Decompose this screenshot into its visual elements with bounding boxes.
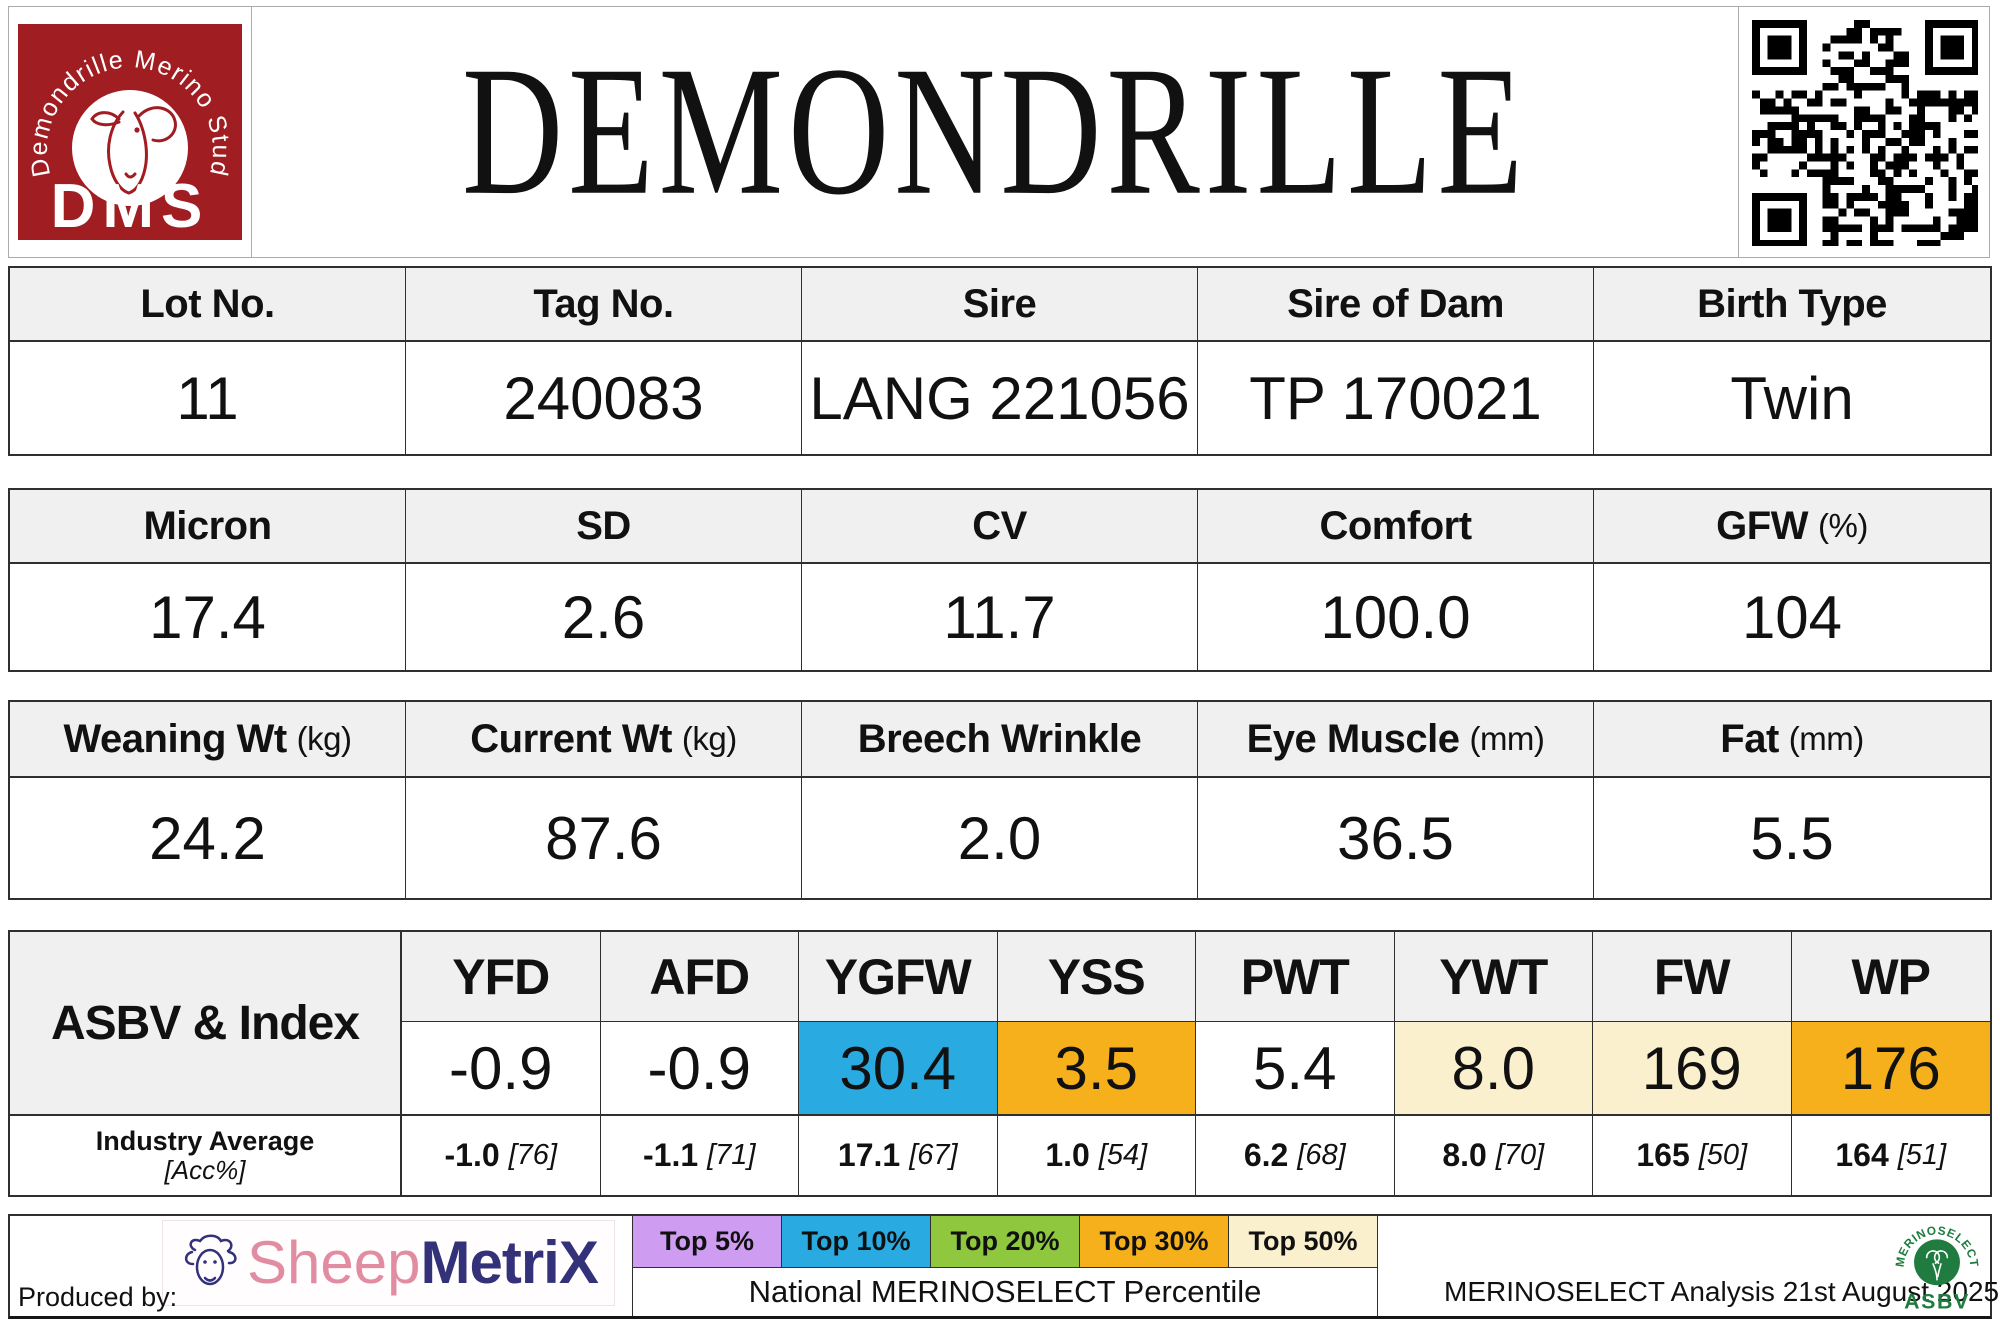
legend-item-top10: Top 10% — [782, 1216, 931, 1267]
asbv-row-label: ASBV & Index — [10, 932, 402, 1116]
sheepmetrix-logo: Sheep MetriX — [162, 1220, 615, 1306]
produced-by-label: Produced by: — [18, 1282, 178, 1312]
value-cell: 24.2 — [10, 778, 406, 898]
page-title: DEMONDRILLE — [462, 29, 1528, 234]
column-header-current-wt: Current Wt (kg) — [406, 702, 802, 778]
trait-header-ygfw: YGFW — [799, 932, 998, 1022]
industry-value-pwt: 6.2 [68] — [1196, 1116, 1395, 1195]
trait-header-fw: FW — [1593, 932, 1792, 1022]
trait-header-yfd: YFD — [402, 932, 601, 1022]
percentile-legend: Top 5% Top 10% Top 20% Top 30% Top 50% — [633, 1216, 1377, 1268]
asbv-value-ywt: 8.0 — [1394, 1022, 1593, 1116]
column-header-breech-wrinkle: Breech Wrinkle — [802, 702, 1198, 778]
value-cell: Twin — [1730, 364, 1854, 432]
wool-measurements-table: Micron SD CV Comfort GFW (%) 17.4 2.6 11.7 100.0 1… — [8, 488, 1992, 672]
industry-value-wp: 164 [51] — [1835, 1137, 1947, 1173]
analysis-date: MERINOSELECT Analysis 21st August 2025 — [1444, 1276, 2000, 1307]
asbv-index-table: ASBV & Index YFD AFD YGFW YSS PWT YWT FW WP -0.9-… — [8, 930, 1992, 1197]
asbv-value-afd: -0.9 — [600, 1022, 799, 1116]
industry-average-label: Industry Average [Acc%] — [10, 1116, 402, 1195]
column-header-birth-type: Birth Type — [1594, 268, 1990, 342]
asbv-value-ygfw: 30.4 — [799, 1022, 998, 1116]
industry-value-fw: 165 [50] — [1593, 1116, 1792, 1195]
percentile-legend-cell: Top 5% Top 10% Top 20% Top 30% Top 50% Natio… — [633, 1216, 1378, 1316]
value-cell: 100.0 — [1198, 564, 1594, 670]
qr-code — [1750, 18, 1978, 246]
analysis-cell: MERINOSELECT Analysis 21st August 2025 M… — [1378, 1216, 1999, 1316]
legend-item-top50: Top 50% — [1229, 1216, 1377, 1267]
asbv-logo-text: ASBV — [1904, 1289, 1970, 1313]
industry-average-title: Industry Average — [95, 1125, 315, 1156]
legend-caption: National MERINOSELECT Percentile — [748, 1274, 1262, 1309]
industry-value-yfd: -1.0 [76] — [402, 1116, 601, 1195]
merinoselect-asbv-logo: MERINOSELECT ASBV — [1892, 1223, 1980, 1313]
column-header-lot-no-: Lot No. — [10, 268, 406, 342]
value-cell: TP 170021 — [1198, 342, 1594, 454]
industry-value-afd: -1.1 [71] — [601, 1116, 799, 1195]
asbv-value-wp: 176 — [1791, 1022, 1990, 1116]
value-cell: 11.7 — [802, 564, 1198, 670]
value-cell: 5.5 — [1750, 804, 1834, 872]
trait-header-afd: AFD — [600, 932, 799, 1022]
dms-initials-text: DMS — [51, 172, 210, 240]
value-cell: 11 — [10, 342, 406, 454]
value-cell: 17.4 — [10, 564, 406, 670]
trait-header-yss: YSS — [997, 932, 1196, 1022]
body-measurements-table: Weaning Wt (kg) Current Wt (kg) Breech Wrink… — [8, 700, 1992, 900]
industry-value-ygfw: 17.1 [67] — [799, 1116, 998, 1195]
value-cell: 36.5 — [1198, 778, 1594, 898]
value-cell: LANG 221056 — [802, 342, 1198, 454]
trait-header-wp: WP — [1791, 932, 1990, 1022]
legend-item-top30: Top 30% — [1080, 1216, 1229, 1267]
column-header-micron: Micron — [10, 490, 406, 564]
asbv-value-yfd: -0.9 — [402, 1022, 601, 1116]
value-cell: 87.6 — [406, 778, 802, 898]
column-header-eye-muscle: Eye Muscle (mm) — [1198, 702, 1594, 778]
legend-item-top20: Top 20% — [931, 1216, 1080, 1267]
trait-header-ywt: YWT — [1394, 932, 1593, 1022]
industry-value-yss: 1.0 [54] — [998, 1116, 1196, 1195]
accuracy-label: [Acc%] — [164, 1155, 246, 1186]
identity-table: Lot No. Tag No. Sire Sire of Dam Birth Type 1… — [8, 266, 1992, 456]
stud-logo: Demondrille Merino Stud DMS — [9, 7, 252, 257]
qr-cell — [1738, 7, 1989, 257]
dms-logo-graphic: Demondrille Merino Stud DMS — [18, 24, 242, 240]
title-cell: DEMONDRILLE — [252, 7, 1738, 257]
column-header-gfw: GFW (%) — [1594, 490, 1990, 564]
legend-item-top5: Top 5% — [633, 1216, 782, 1267]
column-header-sire-of-dam: Sire of Dam — [1198, 268, 1594, 342]
ram-heads-drawing — [1925, 1250, 1949, 1281]
sheepmetrix-word-sheep: Sheep — [247, 1229, 421, 1296]
column-header-sd: SD — [406, 490, 802, 564]
footer: Sheep MetriX Produced by: Top 5% Top 10% To… — [8, 1214, 1999, 1319]
asbv-value-fw: 169 — [1593, 1022, 1792, 1116]
column-header-sire: Sire — [802, 268, 1198, 342]
value-cell: 2.0 — [802, 778, 1198, 898]
produced-by-cell: Sheep MetriX Produced by: — [10, 1216, 633, 1316]
sheepmetrix-word-metrix: MetriX — [420, 1229, 599, 1296]
column-header-cv: CV — [802, 490, 1198, 564]
ram-head-drawing — [90, 106, 177, 195]
sheep-icon — [184, 1234, 237, 1286]
column-header-comfort: Comfort — [1198, 490, 1594, 564]
industry-value-ywt: 8.0 [70] — [1395, 1116, 1593, 1195]
header-band: Demondrille Merino Stud DMS DEMONDRILLE — [8, 6, 1990, 258]
column-header-tag-no-: Tag No. — [406, 268, 802, 342]
column-header-fat: Fat (mm) — [1594, 702, 1990, 778]
asbv-value-yss: 3.5 — [997, 1022, 1196, 1116]
value-cell: 104 — [1741, 583, 1843, 651]
asbv-value-pwt: 5.4 — [1196, 1022, 1395, 1116]
trait-header-pwt: PWT — [1196, 932, 1395, 1022]
value-cell: 2.6 — [406, 564, 802, 670]
value-cell: 240083 — [406, 342, 802, 454]
column-header-weaning-wt: Weaning Wt (kg) — [10, 702, 406, 778]
